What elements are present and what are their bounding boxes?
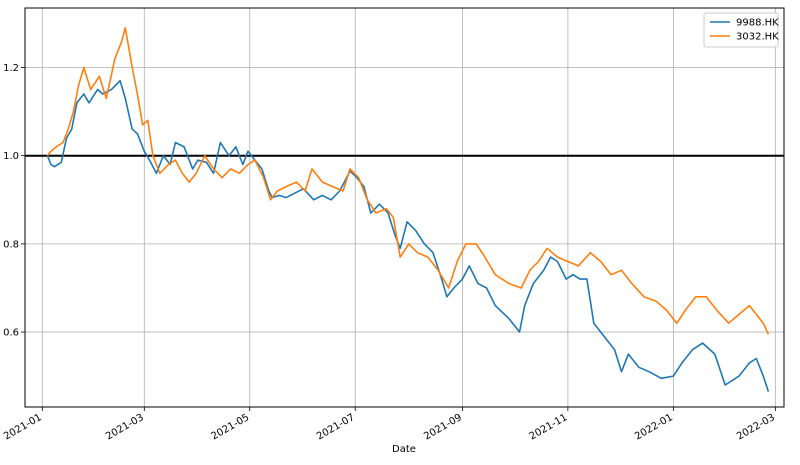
y-axis-ticks: 0.6 0.8 1.0 1.2 xyxy=(3,63,25,339)
series-layer xyxy=(46,26,770,392)
legend: 9988.HK 3032.HK xyxy=(703,12,779,48)
x-axis-label: Date xyxy=(392,444,416,455)
y-tick-label: 0.6 xyxy=(3,328,19,339)
y-tick-label: 0.8 xyxy=(3,239,19,250)
plot-frame xyxy=(24,7,785,408)
y-tick-label: 1.2 xyxy=(3,63,19,74)
legend-label: 3032.HK xyxy=(736,32,779,43)
legend-label: 9988.HK xyxy=(736,18,779,29)
series-line-3032-hk xyxy=(46,26,770,335)
y-tick-label: 1.0 xyxy=(3,151,19,162)
